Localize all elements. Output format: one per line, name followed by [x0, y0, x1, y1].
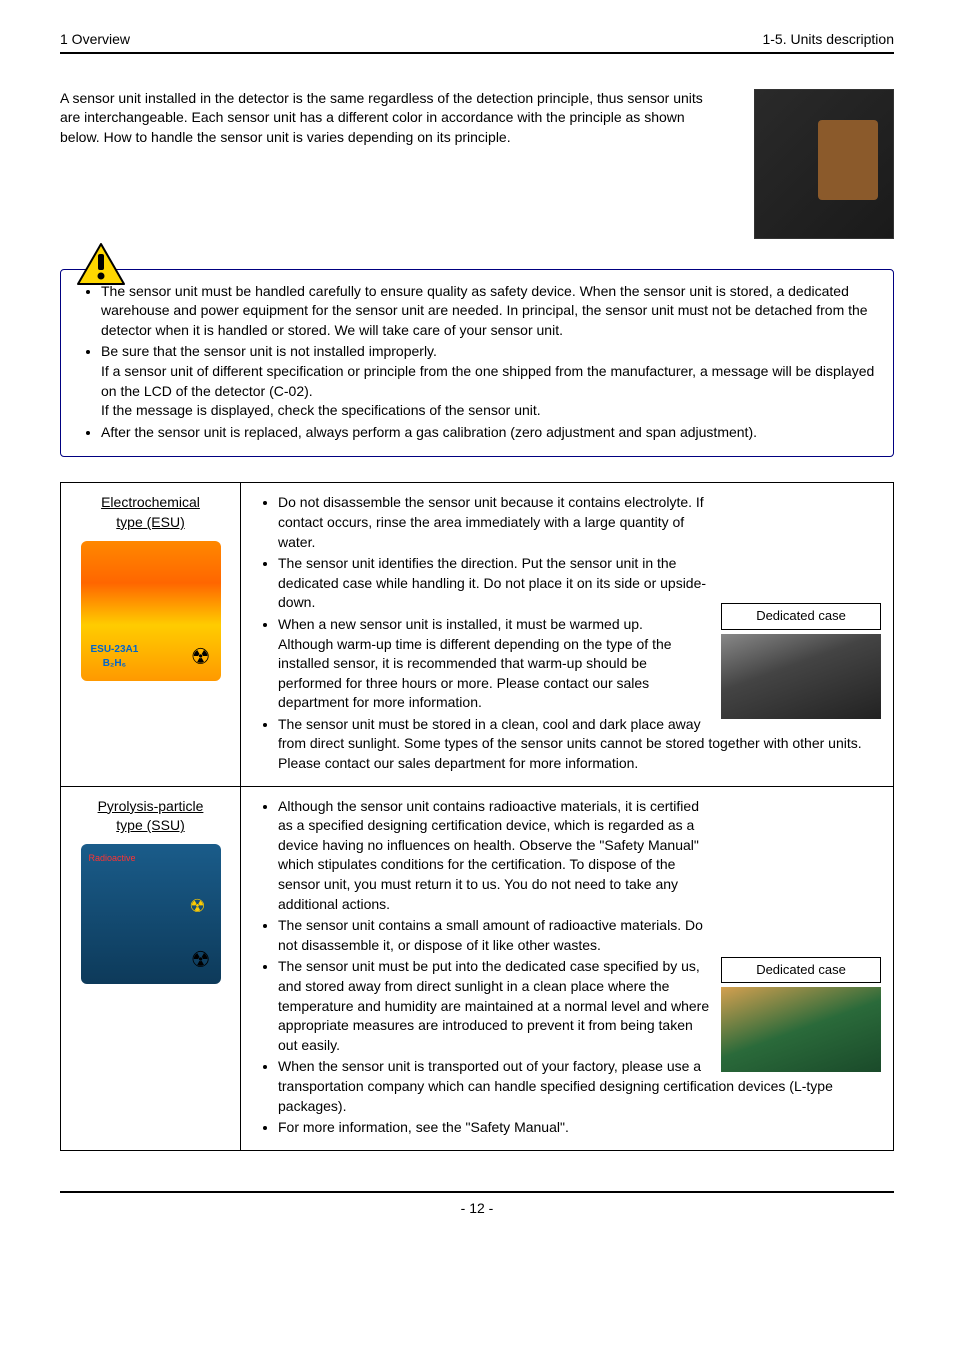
type-cell-esu: Electrochemical type (ESU) ESU-23A1 B₂H₆…	[61, 483, 241, 786]
trefoil-icon: ☢	[189, 894, 205, 919]
dedicated-case-image	[721, 987, 881, 1072]
list-item: The sensor unit contains a small amount …	[278, 916, 881, 955]
page-number: - 12 -	[461, 1200, 494, 1216]
page-header: 1 Overview 1-5. Units description	[60, 30, 894, 54]
table-row: Electrochemical type (ESU) ESU-23A1 B₂H₆…	[61, 483, 894, 786]
type-title: Electrochemical	[101, 493, 200, 513]
dedicated-case-box: Dedicated case	[721, 603, 881, 718]
type-desc-esu: Dedicated case Do not disassemble the se…	[241, 483, 894, 786]
esu-label-image: ESU-23A1 B₂H₆ ☢	[81, 541, 221, 681]
caution-item: After the sensor unit is replaced, alway…	[101, 423, 878, 443]
type-cell-ssu: Pyrolysis-particle type (SSU) Radioactiv…	[61, 786, 241, 1150]
caution-box: The sensor unit must be handled carefull…	[60, 269, 894, 458]
hazard-icon: ☢	[191, 642, 211, 673]
caution-icon	[76, 242, 126, 287]
intro-section: A sensor unit installed in the detector …	[60, 89, 894, 239]
header-right: 1-5. Units description	[762, 30, 894, 50]
type-subtitle: type (ESU)	[116, 513, 184, 533]
type-desc-ssu: Dedicated case Although the sensor unit …	[241, 786, 894, 1150]
dedicated-case-box: Dedicated case	[721, 957, 881, 1072]
intro-text: A sensor unit installed in the detector …	[60, 89, 734, 148]
dedicated-case-label: Dedicated case	[721, 957, 881, 983]
page-footer: - 12 -	[60, 1191, 894, 1219]
type-subtitle: type (SSU)	[116, 816, 184, 836]
table-row: Pyrolysis-particle type (SSU) Radioactiv…	[61, 786, 894, 1150]
type-title: Pyrolysis-particle	[98, 797, 204, 817]
sensor-unit-image	[754, 89, 894, 239]
ssu-label-image: Radioactive ☢ ☢	[81, 844, 221, 984]
list-item: Although the sensor unit contains radioa…	[278, 797, 881, 915]
dedicated-case-image	[721, 634, 881, 719]
caution-item: Be sure that the sensor unit is not inst…	[101, 342, 878, 420]
header-left: 1 Overview	[60, 30, 130, 50]
list-item: The sensor unit must be stored in a clea…	[278, 715, 881, 774]
sensor-types-table: Electrochemical type (ESU) ESU-23A1 B₂H₆…	[60, 482, 894, 1150]
caution-list: The sensor unit must be handled carefull…	[76, 282, 878, 443]
hazard-icon: ☢	[191, 945, 211, 976]
list-item: For more information, see the "Safety Ma…	[278, 1118, 881, 1138]
radioactive-text: Radioactive	[89, 852, 136, 865]
dedicated-case-label: Dedicated case	[721, 603, 881, 629]
caution-item: The sensor unit must be handled carefull…	[101, 282, 878, 341]
list-item: Do not disassemble the sensor unit becau…	[278, 493, 881, 552]
